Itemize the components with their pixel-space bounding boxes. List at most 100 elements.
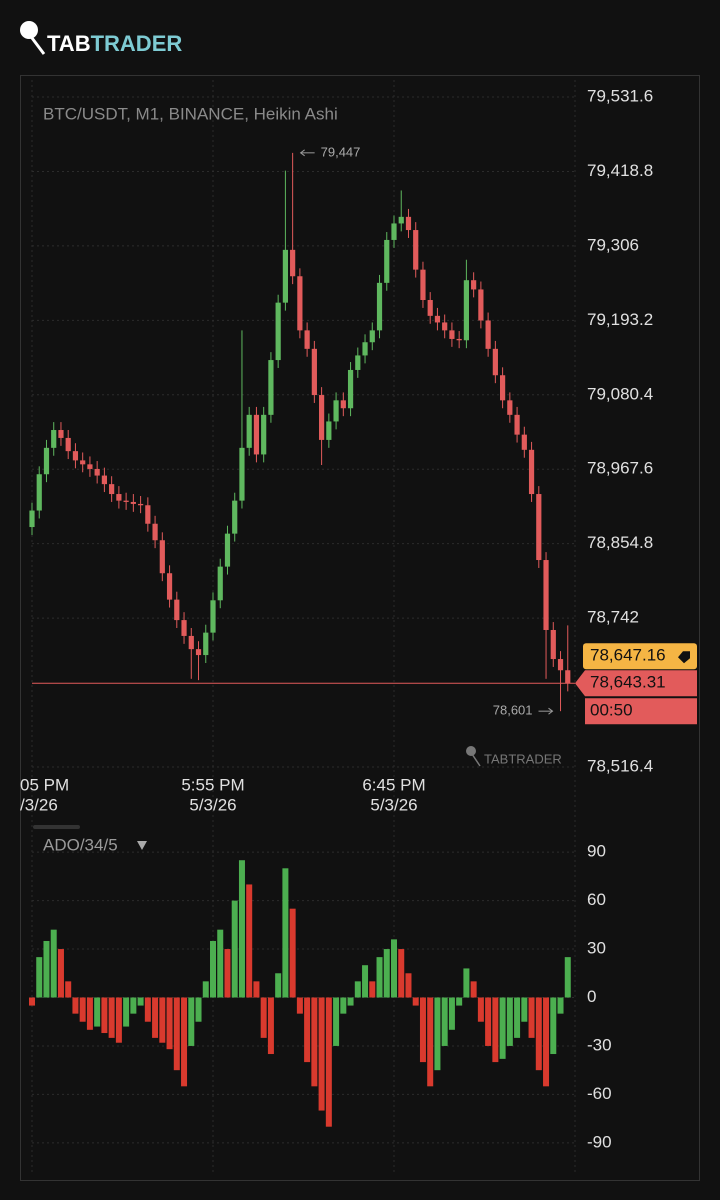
histogram-bar <box>130 997 137 1014</box>
candle-body <box>304 330 310 349</box>
candle-body <box>326 421 332 440</box>
histogram-bar <box>72 997 79 1014</box>
candle-body <box>369 330 375 343</box>
histogram-bar <box>434 997 441 1071</box>
candle-body <box>217 566 223 601</box>
candle-body <box>65 437 71 452</box>
y-tick-label: -90 <box>587 1132 612 1151</box>
candle-body <box>188 635 194 650</box>
histogram-bar <box>485 997 492 1046</box>
y-tick-label: 60 <box>587 890 606 909</box>
histogram-bar <box>477 997 484 1022</box>
candle-body <box>224 533 231 567</box>
y-tick-label: 79,306 <box>587 235 639 254</box>
histogram-bar <box>36 957 43 998</box>
histogram-bar <box>137 997 144 1006</box>
candle-body <box>514 414 520 435</box>
histogram-bar <box>362 965 369 998</box>
histogram-bar <box>260 997 267 1038</box>
histogram-bar <box>210 940 216 998</box>
watermark: TABTRADER <box>484 751 562 766</box>
histogram-bar <box>448 997 455 1030</box>
y-tick-label: 79,080.4 <box>587 384 653 403</box>
candle-body <box>87 464 93 469</box>
candle-body <box>463 280 469 341</box>
histogram-bar <box>543 997 550 1087</box>
histogram-bar <box>173 997 180 1071</box>
candle-body <box>181 620 187 636</box>
logo-right: TRADER <box>91 31 183 56</box>
histogram-bar <box>535 997 542 1071</box>
candle-body <box>145 505 151 524</box>
histogram-bar <box>275 973 282 998</box>
histogram-bar <box>456 997 463 1006</box>
candle-body <box>398 216 404 224</box>
histogram-bar <box>267 997 274 1055</box>
candle-body <box>51 430 57 448</box>
candle-body <box>471 280 477 290</box>
logo-left: TAB <box>47 31 91 56</box>
candle-body <box>376 282 383 331</box>
candle-body <box>43 447 50 475</box>
histogram-bar <box>333 997 340 1046</box>
candle-body <box>275 302 281 361</box>
histogram-bar <box>282 868 289 998</box>
candle-body <box>101 475 107 485</box>
candle-body <box>550 629 556 660</box>
logo-slash <box>24 29 46 55</box>
last-price: 78,643.31 <box>590 673 666 692</box>
histogram-bar <box>123 997 130 1027</box>
histogram-bar <box>405 973 412 998</box>
candle-body <box>420 269 426 301</box>
histogram-bar <box>318 997 325 1111</box>
bid-tag-icon <box>678 651 690 664</box>
candle-body <box>261 414 267 455</box>
candle-body <box>492 348 498 376</box>
high-annotation: 79,447 <box>321 144 361 159</box>
bid-price-box <box>583 643 697 670</box>
x-tick-date: /3/26 <box>20 795 58 814</box>
candle-body <box>413 230 419 270</box>
chart-title: BTC/USDT, M1, BINANCE, Heikin Ashi <box>43 104 338 123</box>
x-tick-date: 5/3/26 <box>370 795 417 814</box>
histogram-bar <box>398 949 405 998</box>
panel-border <box>20 75 700 1181</box>
histogram-bar <box>29 997 35 1006</box>
candle-body <box>507 400 513 415</box>
candle-body <box>80 460 86 465</box>
histogram-bar <box>304 997 311 1063</box>
candle-body <box>347 369 354 409</box>
chart-layer: BTC/USDT, M1, BINANCE, Heikin Ashi 78,516… <box>20 80 697 1175</box>
candle-body <box>333 400 339 422</box>
candle-body <box>195 649 202 656</box>
candle-body <box>290 249 296 277</box>
candle-body <box>268 360 274 415</box>
candle-body <box>72 451 79 461</box>
candle-body <box>246 414 252 448</box>
watermark-dot <box>466 746 476 756</box>
histogram-bar <box>159 997 166 1043</box>
logo-text: TABTRADER <box>47 31 182 56</box>
candle-body <box>456 338 462 341</box>
y-tick-label: 79,193.2 <box>587 310 653 329</box>
candle-body <box>405 216 412 231</box>
watermark-slash <box>469 750 481 767</box>
candle-body <box>391 223 397 240</box>
candle-body <box>210 600 216 633</box>
candle-body <box>521 434 527 450</box>
histogram-bar <box>564 957 571 998</box>
histogram-bar <box>202 981 209 998</box>
candle-body <box>232 500 238 534</box>
histogram-bar <box>427 997 434 1087</box>
y-tick-label: 79,418.8 <box>587 161 653 180</box>
indicator-title: ADO/34/5 <box>43 835 118 854</box>
dropdown-arrow[interactable] <box>137 841 147 850</box>
high-arrow-head <box>299 149 305 157</box>
histogram-bar <box>340 997 347 1014</box>
histogram-bar <box>354 981 361 998</box>
histogram-bar <box>369 981 376 998</box>
histogram-bar <box>224 949 231 998</box>
